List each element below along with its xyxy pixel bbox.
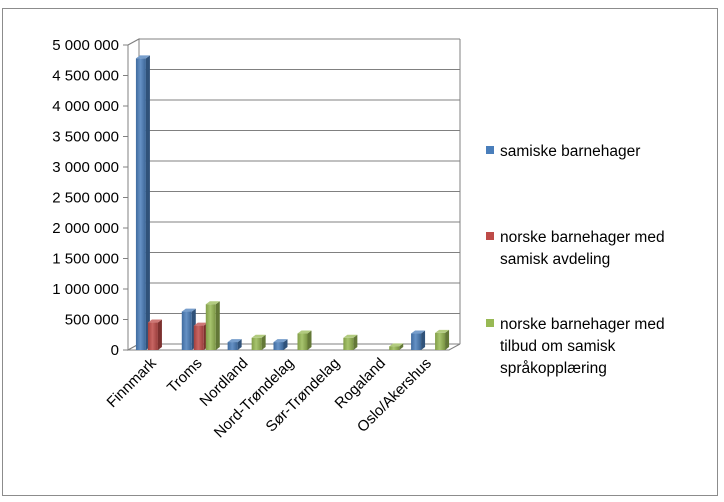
bar-troms-s1 [181, 308, 196, 350]
bar-side [157, 319, 162, 350]
bar-top [297, 330, 312, 334]
gridlines [123, 38, 460, 351]
legend-label: norske barnehager med tilbud om samisk spr… [500, 316, 665, 377]
bar-side [307, 330, 312, 350]
bar-top [273, 339, 288, 343]
y-tick-label: 1 500 000 [52, 251, 119, 268]
bar-top [389, 343, 404, 347]
y-axis-ticks: 0 500 000 1 000 000 1 500 000 2 000 000 2 500… [52, 37, 119, 359]
y-tick-label: 4 000 000 [52, 98, 119, 115]
bar-oslo-akershus-s1 [411, 330, 426, 350]
bar-front [205, 304, 216, 350]
bar-top [205, 301, 220, 305]
y-tick-label: 1 000 000 [52, 281, 119, 298]
bar-side [237, 339, 242, 350]
legend-swatch [486, 146, 494, 154]
bar-nord-tr-ndelag-s1 [273, 339, 288, 350]
bar-s-r-tr-ndelag-s3 [343, 334, 358, 350]
bar-front [147, 322, 158, 350]
bar-troms-s2 [193, 322, 208, 350]
bar-side [445, 329, 450, 350]
legend-label-line: samiske barnehager [500, 143, 640, 160]
bar-top [251, 334, 266, 338]
y-tick-label: 5 000 000 [52, 37, 119, 54]
bar-side [399, 343, 404, 350]
legend-label: norske barnehager med samisk avdeling [500, 229, 665, 268]
bar-nordland-s1 [227, 339, 242, 350]
bar-front [135, 58, 146, 351]
bar-top [227, 339, 242, 343]
x-tick-label: Nord-Trøndelag [211, 355, 297, 441]
bar-top [135, 55, 150, 59]
bar-front [227, 342, 238, 350]
bar-side [283, 339, 288, 350]
floor [127, 343, 461, 351]
y-tick-label: 3 000 000 [52, 159, 119, 176]
y-tick-label: 0 [111, 342, 119, 359]
chart-walls [127, 38, 461, 351]
bar-front [343, 337, 354, 350]
legend-label-line: norske barnehager med [500, 229, 665, 246]
legend-item-2: norske barnehager med samisk avdeling [486, 229, 665, 268]
legend-item-3: norske barnehager med tilbud om samisk spr… [486, 316, 665, 377]
legend-label-line: norske barnehager med [500, 316, 665, 333]
bar-oslo-akershus-s3 [435, 329, 450, 350]
y-tick-label: 500 000 [65, 312, 119, 329]
legend-swatch [486, 319, 494, 327]
bar-side [421, 330, 426, 350]
bar-front [297, 333, 308, 350]
bar-finnmark-s2 [147, 319, 162, 350]
bar-top [343, 334, 358, 338]
bar-front [181, 311, 192, 350]
x-tick-label: Finnmark [104, 354, 161, 411]
bar-nordland-s3 [251, 334, 266, 350]
legend-label-line: tilbud om samisk [500, 338, 616, 355]
y-tick-label: 2 500 000 [52, 190, 119, 207]
legend-swatch [486, 232, 494, 240]
bar-top [193, 322, 208, 326]
bar-top [435, 329, 450, 333]
bar-side [261, 334, 266, 350]
legend-label: samiske barnehager [500, 143, 640, 160]
y-tick-label: 3 500 000 [52, 129, 119, 146]
bar-side [215, 301, 220, 350]
bars [135, 55, 450, 351]
x-axis-labels: Finnmark TromsNordlandNord-TrøndelagSør-T… [104, 354, 435, 441]
legend-label-line: språkopplæring [500, 360, 607, 377]
bar-nord-tr-ndelag-s3 [297, 330, 312, 350]
bar-front [251, 337, 262, 350]
bar-top [147, 319, 162, 323]
bar-finnmark-s1 [135, 55, 150, 351]
legend-item-1: samiske barnehager [486, 143, 640, 160]
bar-side [353, 334, 358, 350]
bar-top [411, 330, 426, 334]
bar-side [145, 55, 150, 351]
bar-troms-s3 [205, 301, 220, 350]
bar-top [181, 308, 196, 312]
bar-front [435, 332, 446, 350]
bar-front [411, 333, 422, 350]
y-tick-label: 2 000 000 [52, 220, 119, 237]
bar-front [273, 342, 284, 350]
legend: samiske barnehager norske barnehager med s… [486, 143, 665, 377]
legend-label-line: samisk avdeling [500, 251, 610, 268]
bar-front [389, 346, 400, 350]
bar-rogaland-s3 [389, 343, 404, 350]
bar-front [193, 325, 204, 350]
x-tick-label: Troms [164, 355, 206, 397]
y-tick-label: 4 500 000 [52, 68, 119, 85]
